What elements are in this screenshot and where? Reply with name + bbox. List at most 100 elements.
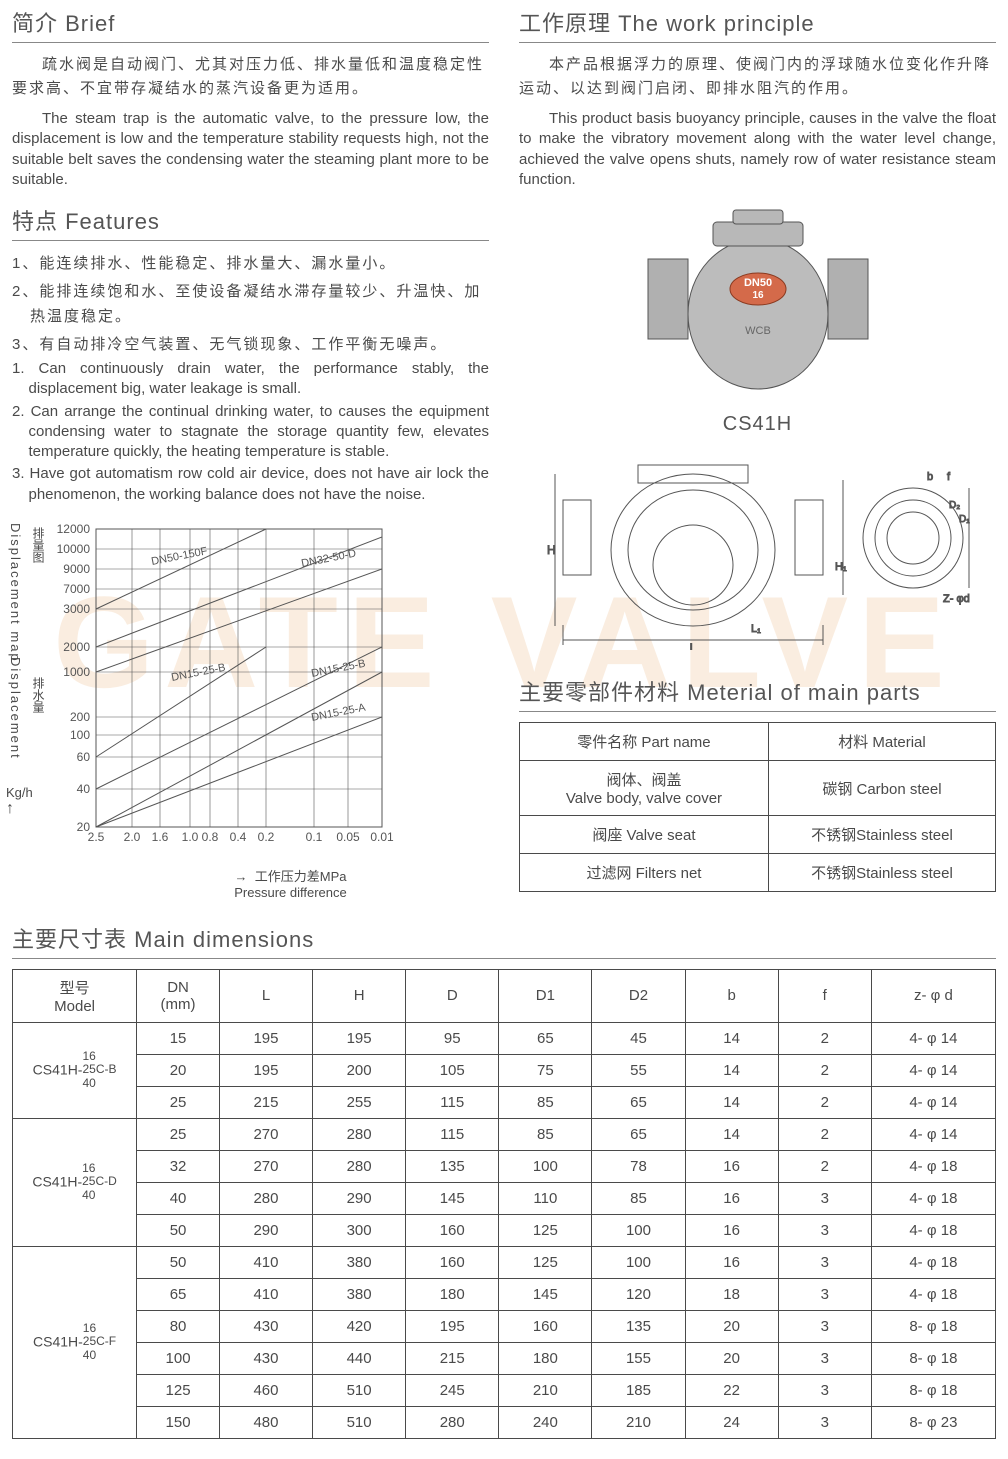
chart-ylab-cn1: 排量图	[30, 527, 47, 563]
dim-cell: 85	[592, 1182, 685, 1214]
dim-cell: 290	[219, 1214, 312, 1246]
parts-cell: 阀座 Valve seat	[520, 816, 769, 854]
dim-cell: 20	[685, 1342, 778, 1374]
svg-text:0.4: 0.4	[230, 830, 247, 844]
svg-text:DN15-25-B: DN15-25-B	[170, 661, 226, 683]
svg-text:200: 200	[70, 710, 90, 724]
svg-text:WCB: WCB	[745, 325, 771, 337]
dim-cell: 200	[313, 1054, 406, 1086]
principle-title: 工作原理 The work principle	[519, 6, 996, 43]
dim-cell: 100	[592, 1246, 685, 1278]
dim-cell: 430	[219, 1310, 312, 1342]
brief-title: 简介 Brief	[12, 6, 489, 43]
dim-cell: 410	[219, 1246, 312, 1278]
dim-cell: 3	[778, 1406, 871, 1438]
parts-cell: 阀体、阀盖Valve body, valve cover	[520, 761, 769, 816]
dim-cell: 125	[137, 1374, 220, 1406]
dim-cell: 160	[406, 1246, 499, 1278]
svg-text:40: 40	[77, 782, 91, 796]
dim-cell: 2	[778, 1086, 871, 1118]
dim-cell: 270	[219, 1150, 312, 1182]
dim-cell: 8- φ 23	[871, 1406, 995, 1438]
dim-cell: 65	[137, 1278, 220, 1310]
dim-header: D	[406, 969, 499, 1022]
dim-cell: 2	[778, 1118, 871, 1150]
features-title: 特点 Features	[12, 204, 489, 241]
dim-header: L	[219, 969, 312, 1022]
dim-cell: 125	[499, 1214, 592, 1246]
dim-cell: 420	[313, 1310, 406, 1342]
dim-cell: 195	[219, 1022, 312, 1054]
svg-text:1.6: 1.6	[152, 830, 169, 844]
dim-cell: 3	[778, 1374, 871, 1406]
dim-cell: 3	[778, 1310, 871, 1342]
svg-text:0.8: 0.8	[202, 830, 219, 844]
model-cell: CS41H-1625C-F40	[13, 1246, 137, 1438]
svg-text:2.5: 2.5	[88, 830, 105, 844]
svg-text:1000: 1000	[63, 665, 90, 679]
dim-cell: 480	[219, 1406, 312, 1438]
svg-text:3000: 3000	[63, 602, 90, 616]
parts-cell: 不锈钢Stainless steel	[768, 854, 995, 892]
brief-en: The steam trap is the automatic valve, t…	[12, 109, 489, 190]
dim-cell: 2	[778, 1150, 871, 1182]
dim-cell: 18	[685, 1278, 778, 1310]
dim-cell: 110	[499, 1182, 592, 1214]
dim-cell: 4- φ 14	[871, 1118, 995, 1150]
dim-table: 型号ModelDN(mm)LHDD1D2bfz- φ d CS41H-1625C…	[12, 969, 996, 1439]
svg-text:Z- φd: Z- φd	[943, 593, 970, 605]
dim-cell: 115	[406, 1086, 499, 1118]
chart-svg: 1200010000900070003000200010002001006040…	[12, 517, 412, 857]
svg-text:D₁: D₁	[959, 514, 970, 525]
dim-cell: 280	[406, 1406, 499, 1438]
dim-cell: 180	[406, 1278, 499, 1310]
svg-text:DN32-50-D: DN32-50-D	[300, 547, 357, 569]
dim-cell: 75	[499, 1054, 592, 1086]
dim-cell: 440	[313, 1342, 406, 1374]
dim-cell: 380	[313, 1278, 406, 1310]
svg-text:2.0: 2.0	[124, 830, 141, 844]
dim-cell: 14	[685, 1118, 778, 1150]
dim-header: DN(mm)	[137, 969, 220, 1022]
dim-cell: 195	[219, 1054, 312, 1086]
dim-cell: 120	[592, 1278, 685, 1310]
dim-cell: 85	[499, 1086, 592, 1118]
dim-cell: 160	[499, 1310, 592, 1342]
dim-header: 型号Model	[13, 969, 137, 1022]
dim-header: b	[685, 969, 778, 1022]
dim-cell: 50	[137, 1214, 220, 1246]
dim-cell: 460	[219, 1374, 312, 1406]
dim-cell: 15	[137, 1022, 220, 1054]
dim-cell: 8- φ 18	[871, 1374, 995, 1406]
feat-en-2: 2. Can arrange the continual drinking wa…	[12, 402, 489, 463]
dim-cell: 4- φ 18	[871, 1278, 995, 1310]
chart-ylab-en1: Displacement map	[8, 523, 23, 663]
dim-cell: 3	[778, 1342, 871, 1374]
tech-drawing: L H H₁ D D₁ D₂ b f Z- φd L₁	[519, 450, 996, 655]
svg-text:16: 16	[752, 290, 764, 301]
dim-cell: 16	[685, 1214, 778, 1246]
dim-cell: 4- φ 18	[871, 1246, 995, 1278]
dim-cell: 195	[313, 1022, 406, 1054]
dim-cell: 240	[499, 1406, 592, 1438]
dim-cell: 195	[406, 1310, 499, 1342]
features-list: 1、能连续排水、性能稳定、排水量大、漏水量小。 2、能排连续饱和水、至使设备凝结…	[12, 251, 489, 505]
dim-cell: 105	[406, 1054, 499, 1086]
dim-cell: 135	[406, 1150, 499, 1182]
svg-text:H₁: H₁	[835, 561, 847, 573]
dim-cell: 145	[406, 1182, 499, 1214]
model-cell: CS41H-1625C-D40	[13, 1118, 137, 1246]
brief-cn: 疏水阀是自动阀门、尤其对压力低、排水量低和温度稳定性要求高、不宜带存凝结水的蒸汽…	[12, 53, 489, 101]
dim-cell: 65	[499, 1022, 592, 1054]
parts-title: 主要零部件材料 Meterial of main parts	[519, 675, 996, 712]
dim-cell: 8- φ 18	[871, 1342, 995, 1374]
dim-cell: 4- φ 14	[871, 1086, 995, 1118]
dim-cell: 145	[499, 1278, 592, 1310]
svg-text:2000: 2000	[63, 640, 90, 654]
feat-cn-2: 2、能排连续饱和水、至使设备凝结水滞存量较少、升温快、加热温度稳定。	[12, 279, 489, 330]
feat-en-1: 1. Can continuously drain water, the per…	[12, 359, 489, 400]
dim-cell: 280	[313, 1150, 406, 1182]
dim-cell: 100	[137, 1342, 220, 1374]
dim-cell: 510	[313, 1406, 406, 1438]
dim-cell: 380	[313, 1246, 406, 1278]
